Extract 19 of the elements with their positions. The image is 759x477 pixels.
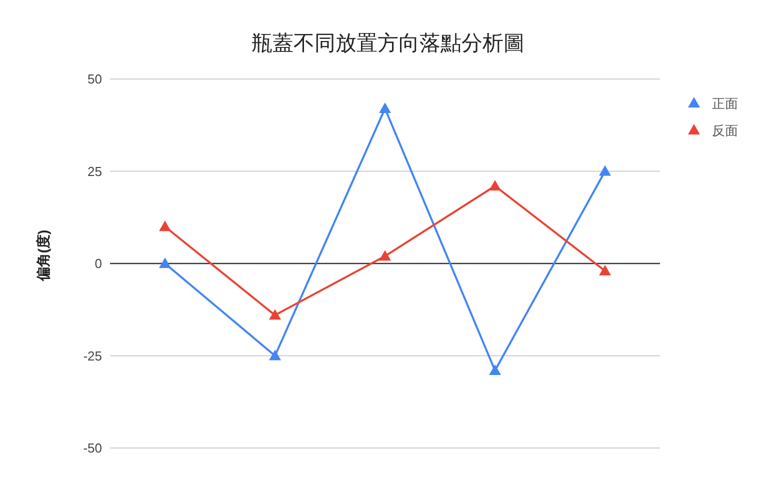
point [489, 180, 501, 191]
legend-label: 正面 [712, 96, 738, 111]
y-tick-label: 25 [88, 164, 102, 179]
point [599, 264, 611, 276]
point [269, 309, 281, 320]
point [159, 258, 171, 268]
y-axis-title: 偏角(度) [35, 230, 51, 282]
chart-title: 瓶蓋不同放置方向落點分析圖 [252, 32, 524, 55]
point [379, 102, 391, 114]
point [159, 220, 171, 232]
point [269, 350, 281, 360]
y-tick-label: -50 [83, 440, 102, 456]
point [489, 364, 501, 376]
legend-label: 反面 [712, 123, 738, 138]
y-tick-label: 0 [94, 256, 102, 271]
point [599, 165, 611, 176]
y-tick-label: -25 [83, 348, 102, 364]
y-tick-label: 50 [88, 72, 102, 86]
point [379, 250, 391, 261]
